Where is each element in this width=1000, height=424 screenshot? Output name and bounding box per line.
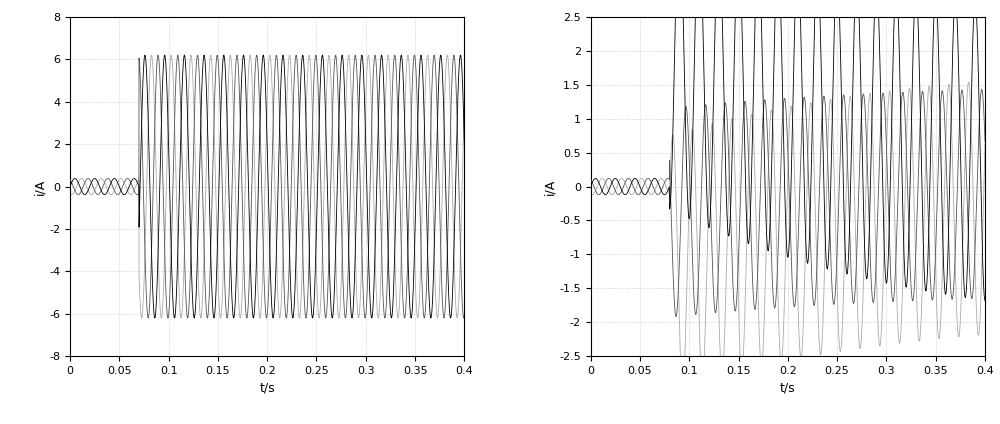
Y-axis label: i/A: i/A [543, 179, 556, 195]
Y-axis label: i/A: i/A [33, 179, 46, 195]
X-axis label: t/s: t/s [780, 382, 796, 394]
X-axis label: t/s: t/s [259, 382, 275, 394]
